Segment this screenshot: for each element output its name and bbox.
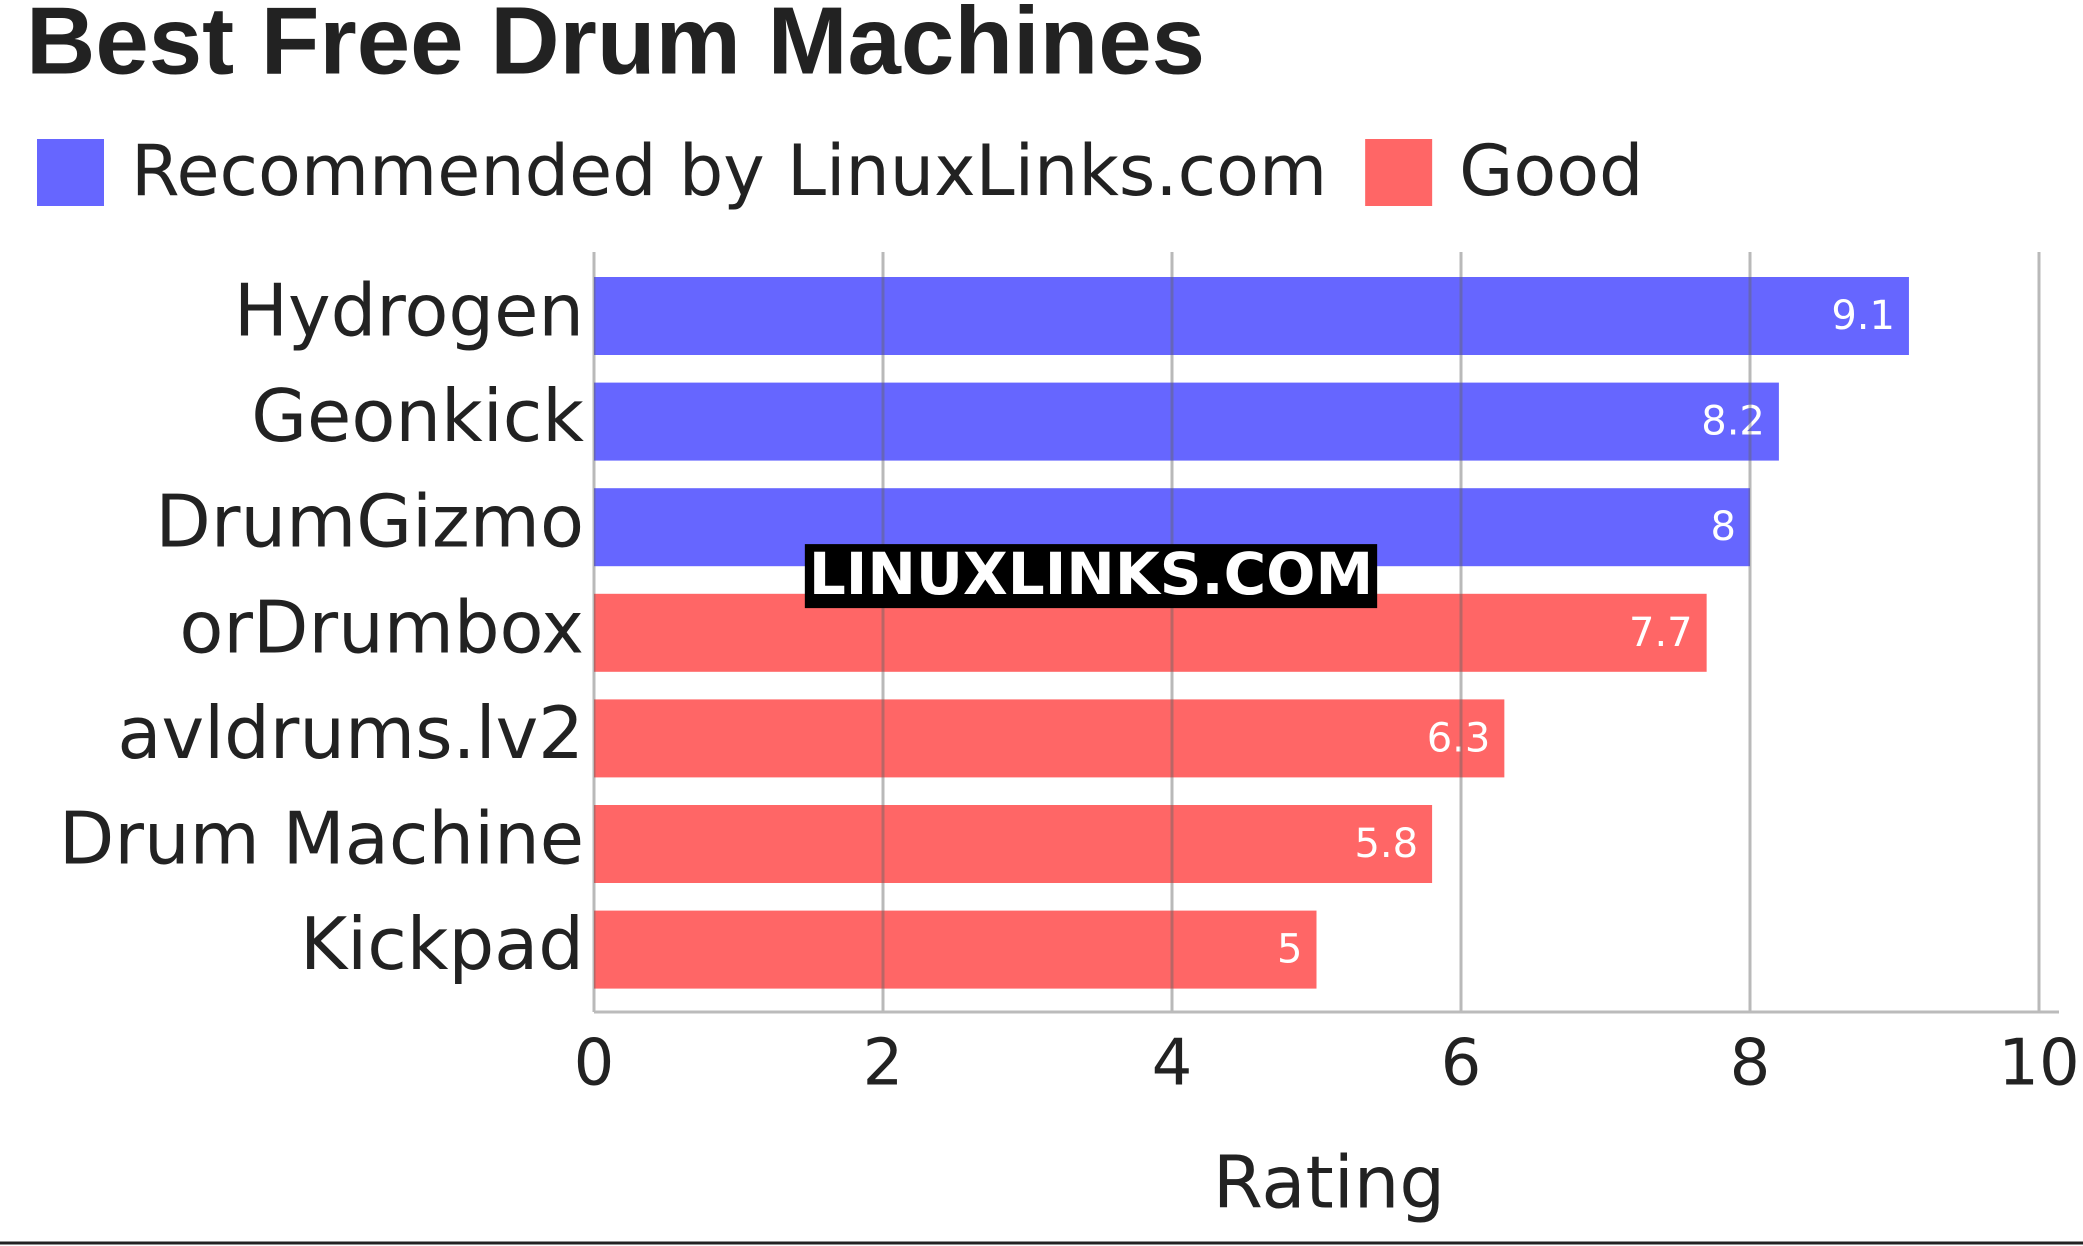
data-label: 5 — [1277, 927, 1302, 973]
data-label: 6.3 — [1427, 715, 1491, 761]
chart-title: Best Free Drum Machines — [26, 0, 1205, 94]
y-tick-label: Kickpad — [300, 902, 584, 986]
watermark: LINUXLINKS.COM — [809, 540, 1373, 608]
legend-swatch — [1365, 139, 1433, 206]
data-label: 8.2 — [1701, 399, 1765, 445]
x-tick-label: 6 — [1441, 1027, 1482, 1101]
data-label: 7.7 — [1629, 610, 1693, 656]
data-label: 9.1 — [1831, 293, 1895, 339]
x-axis-label: Rating — [1213, 1141, 1445, 1225]
legend-label: Good — [1459, 130, 1643, 212]
legend-swatch — [37, 139, 104, 206]
bar — [594, 910, 1317, 989]
y-tick-label: avldrums.lv2 — [117, 691, 584, 775]
y-tick-label: Hydrogen — [234, 269, 584, 353]
bar — [594, 699, 1505, 778]
y-tick-label: DrumGizmo — [155, 480, 584, 564]
legend-label: Recommended by LinuxLinks.com — [131, 130, 1327, 212]
y-tick-label: Geonkick — [251, 374, 584, 458]
x-tick-label: 8 — [1730, 1027, 1771, 1101]
y-tick-label: Drum Machine — [59, 797, 584, 881]
watermark-bg — [804, 544, 1378, 609]
data-label: 5.8 — [1354, 821, 1418, 867]
x-tick-label: 2 — [863, 1027, 904, 1101]
x-tick-label: 4 — [1152, 1027, 1193, 1101]
bar — [594, 277, 1909, 355]
data-label: 8 — [1711, 504, 1736, 550]
bar — [594, 382, 1779, 461]
x-tick-label: 0 — [574, 1027, 615, 1101]
y-tick-label: orDrumbox — [179, 585, 584, 669]
bar — [594, 805, 1433, 883]
x-tick-label: 10 — [1998, 1027, 2079, 1101]
